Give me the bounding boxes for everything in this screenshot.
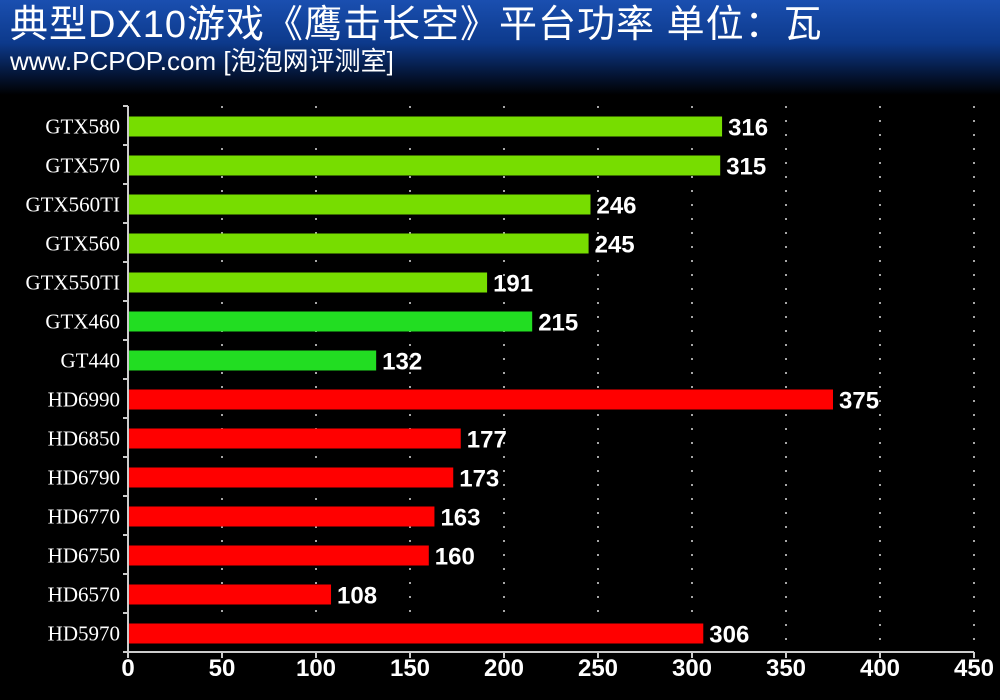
x-tick-label: 100 [296,655,336,682]
category-label: GTX550TI [26,271,120,295]
value-label: 177 [467,427,507,454]
bar-hd6850 [129,428,461,449]
category-label: HD6790 [48,466,120,490]
category-label: HD5970 [48,622,120,646]
value-label: 215 [538,310,578,337]
x-tick-label: 150 [390,655,430,682]
value-label: 163 [440,505,480,532]
x-tick-label: 300 [672,655,712,682]
chart-subtitle: www.PCPOP.com [泡泡网评测室] [10,46,394,76]
bar-hd6790 [129,467,454,488]
value-label: 160 [435,544,475,571]
category-label: GTX580 [45,115,120,139]
category-label: HD6570 [48,583,120,607]
chart-title: 典型DX10游戏《鹰击长空》平台功率 单位：瓦 [10,4,823,46]
bar-gtx580 [129,116,723,137]
value-label: 316 [728,115,768,142]
bar-hd6990 [129,389,833,410]
bar-hd6750 [129,545,429,566]
category-label: HD6750 [48,544,120,568]
value-label: 375 [839,388,879,415]
bar-hd6770 [129,506,435,527]
value-label: 191 [493,271,533,298]
x-tick-label: 200 [484,655,524,682]
category-label: HD6850 [48,427,120,451]
x-tick-label: 450 [954,655,994,682]
category-label: HD6990 [48,388,120,412]
x-tick-label: 250 [578,655,618,682]
value-label: 108 [337,583,377,610]
x-tick-label: 400 [860,655,900,682]
bar-gtx550ti [129,272,488,293]
x-tick-label: 350 [766,655,806,682]
category-label: GTX560 [45,232,120,256]
bar-hd5970 [129,623,704,644]
bar-gtx560 [129,233,589,254]
value-label: 173 [459,466,499,493]
value-label: 245 [595,232,635,259]
bar-gtx560ti [129,194,591,215]
value-label: 306 [709,622,749,649]
category-label: HD6770 [48,505,120,529]
category-label: GTX570 [45,154,120,178]
x-tick-label: 0 [121,655,134,682]
chart-header: 典型DX10游戏《鹰击长空》平台功率 单位：瓦 www.PCPOP.com [泡… [0,0,1000,95]
bar-gt440 [129,350,377,371]
value-label: 132 [382,349,422,376]
value-label: 315 [726,154,766,181]
bar-gtx570 [129,155,721,176]
bar-gtx460 [129,311,533,332]
bar-hd6570 [129,584,332,605]
category-label: GTX460 [45,310,120,334]
category-label: GTX560TI [26,193,120,217]
category-label: GT440 [61,349,121,373]
value-label: 246 [596,193,636,220]
x-tick-label: 50 [209,655,236,682]
